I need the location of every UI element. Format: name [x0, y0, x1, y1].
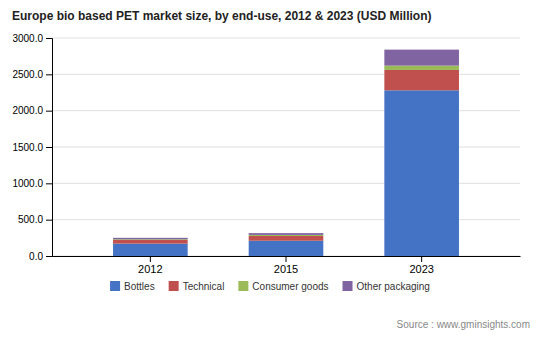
tick-mark	[46, 38, 52, 39]
bar	[249, 241, 324, 256]
tick: 1000.0	[12, 178, 52, 189]
bar	[249, 235, 324, 236]
tick-label: 2012	[138, 263, 162, 275]
tick: 2015	[274, 256, 298, 275]
tick-mark	[46, 183, 52, 184]
bar	[249, 233, 324, 235]
tick-mark	[46, 74, 52, 75]
bars	[113, 50, 459, 256]
tick: 2023	[409, 256, 433, 275]
tick: 2500.0	[12, 69, 52, 80]
x-axis: 2012 2015 2023	[53, 256, 521, 275]
tick-mark	[421, 256, 422, 262]
tick: 500.0	[18, 214, 52, 225]
grid-line	[52, 38, 520, 39]
tick-mark	[150, 256, 151, 262]
bar	[113, 239, 188, 241]
legend-swatch	[110, 281, 120, 291]
tick-label: 3000.0	[12, 33, 43, 44]
series	[113, 66, 459, 240]
series	[113, 50, 459, 240]
bar	[113, 244, 188, 256]
tick: 1500.0	[12, 142, 52, 153]
title: Europe bio based PET market size, by end…	[12, 9, 431, 23]
plot: 0.0 500.0 1000.0 1500.0 2000.0 2500.0 3000.0 20…	[12, 33, 520, 275]
legend-swatch	[343, 281, 353, 291]
grid	[52, 38, 520, 256]
tick-label: 1000.0	[12, 178, 43, 189]
legend-item: Bottles	[110, 281, 155, 292]
tick-label: 2500.0	[12, 69, 43, 80]
tick: 2000.0	[12, 105, 52, 116]
bar	[113, 240, 188, 244]
legend-swatch	[169, 281, 179, 291]
tick-mark	[46, 220, 52, 221]
legend-item: Technical	[169, 281, 225, 292]
tick: 3000.0	[12, 33, 52, 44]
tick-label: 2023	[409, 263, 433, 275]
bar	[384, 70, 459, 90]
tick-label: 0.0	[29, 251, 43, 262]
bar	[113, 238, 188, 239]
legend-label: Other packaging	[357, 281, 430, 292]
legend-label: Consumer goods	[252, 281, 328, 292]
tick-mark	[46, 147, 52, 148]
tick-label: 500.0	[18, 214, 43, 225]
bar	[384, 50, 459, 66]
tick-mark	[46, 111, 52, 112]
bar	[384, 66, 459, 70]
chart: Europe bio based PET market size, by end…	[0, 0, 540, 338]
annotation: Source : www.gminsights.com	[397, 319, 530, 330]
legend-label: Bottles	[124, 281, 155, 292]
legend-label: Technical	[183, 281, 225, 292]
legend-item: Other packaging	[343, 281, 430, 292]
tick: 2012	[138, 256, 162, 275]
bar	[384, 90, 459, 256]
tick-label: 1500.0	[12, 142, 43, 153]
series	[113, 70, 459, 244]
bar	[249, 236, 324, 241]
legend: Bottles Technical Consumer goods Other pack…	[110, 281, 430, 292]
axis-line	[46, 39, 53, 257]
legend-swatch	[238, 281, 248, 291]
series	[113, 90, 459, 256]
tick-mark	[286, 256, 287, 262]
tick-mark	[46, 256, 52, 257]
y-axis: 0.0 500.0 1000.0 1500.0 2000.0 2500.0 3000.0	[12, 33, 52, 262]
legend-item: Consumer goods	[238, 281, 328, 292]
tick: 0.0	[29, 251, 52, 262]
tick-label: 2000.0	[12, 105, 43, 116]
tick-label: 2015	[274, 263, 298, 275]
